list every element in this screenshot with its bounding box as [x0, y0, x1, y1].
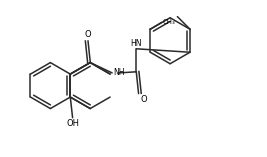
Text: CH₃: CH₃ — [163, 19, 175, 25]
Text: HN: HN — [131, 39, 142, 48]
Text: NH: NH — [113, 68, 124, 77]
Text: O: O — [85, 30, 91, 39]
Text: OH: OH — [66, 119, 79, 128]
Text: O: O — [140, 95, 147, 103]
